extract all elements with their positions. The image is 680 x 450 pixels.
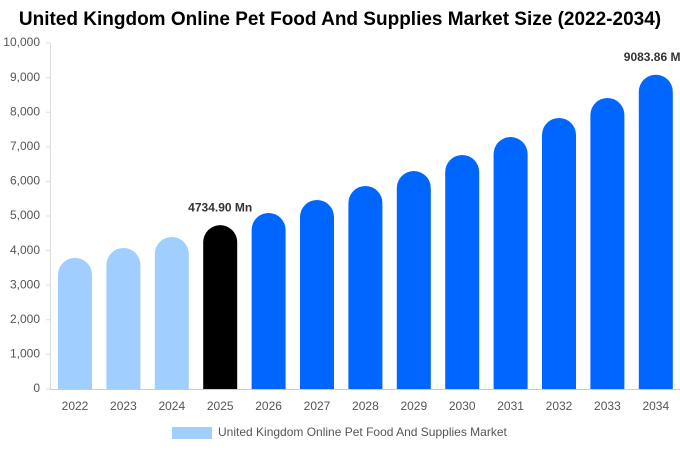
x-tick-label: 2023 bbox=[110, 399, 137, 413]
y-tick-label: 10,000 bbox=[3, 35, 40, 49]
x-tick-label: 2031 bbox=[497, 399, 524, 413]
legend-swatch bbox=[172, 427, 212, 439]
bar bbox=[251, 212, 286, 389]
y-tick-label: 8,000 bbox=[10, 104, 40, 118]
x-tick-label: 2024 bbox=[158, 399, 185, 413]
y-tick-label: 4,000 bbox=[10, 243, 40, 257]
x-tick-label: 2033 bbox=[594, 399, 621, 413]
bar bbox=[300, 200, 334, 389]
bar bbox=[154, 237, 189, 389]
x-tick-label: 2027 bbox=[304, 399, 331, 413]
x-tick-label: 2022 bbox=[62, 399, 89, 413]
x-tick-label: 2029 bbox=[400, 399, 427, 413]
bar bbox=[493, 137, 528, 389]
bar bbox=[445, 155, 480, 389]
x-tick-label: 2034 bbox=[642, 399, 669, 413]
y-tick-label: 7,000 bbox=[10, 139, 40, 153]
y-tick-label: 2,000 bbox=[10, 312, 40, 326]
bar bbox=[58, 257, 92, 389]
bar bbox=[203, 225, 238, 389]
x-tick-label: 2025 bbox=[207, 399, 234, 413]
value-label: 4734.90 Mn bbox=[188, 200, 252, 214]
bar bbox=[106, 248, 141, 389]
y-tick-label: 6,000 bbox=[10, 174, 40, 188]
bar bbox=[638, 74, 673, 390]
bar bbox=[590, 98, 625, 389]
bar bbox=[396, 171, 431, 389]
x-tick-label: 2030 bbox=[449, 399, 476, 413]
x-tick-label: 2026 bbox=[255, 399, 282, 413]
value-label: 9083.86 Mn bbox=[624, 50, 680, 64]
y-tick-label: 5,000 bbox=[10, 208, 40, 222]
y-tick-label: 9,000 bbox=[10, 70, 40, 84]
y-tick-label: 1,000 bbox=[10, 347, 40, 361]
chart-title: United Kingdom Online Pet Food And Suppl… bbox=[19, 9, 661, 30]
x-tick-label: 2028 bbox=[352, 399, 379, 413]
legend-label: United Kingdom Online Pet Food And Suppl… bbox=[218, 425, 507, 439]
y-tick-label: 3,000 bbox=[10, 277, 40, 291]
bar bbox=[348, 186, 383, 389]
y-tick-label: 0 bbox=[33, 381, 40, 395]
x-tick-label: 2032 bbox=[546, 399, 573, 413]
bar bbox=[542, 118, 576, 389]
